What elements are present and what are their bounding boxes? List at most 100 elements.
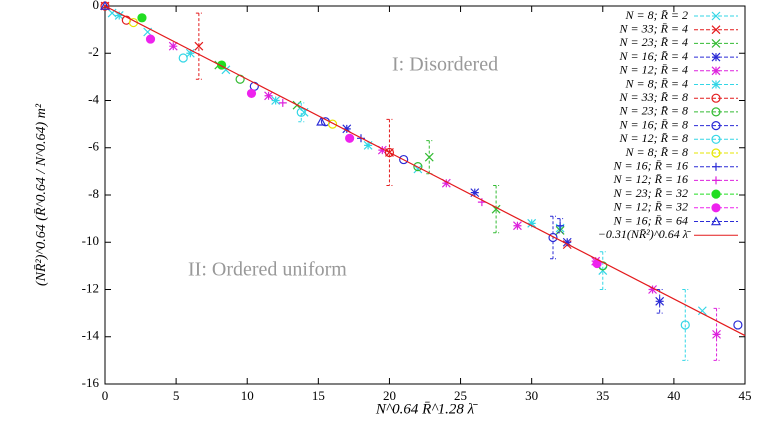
legend-label: N = 8; R̄ = 4 (624, 76, 688, 90)
data-point (296, 107, 306, 117)
legend-marker (711, 107, 721, 117)
legend-marker (711, 66, 721, 76)
legend-label: N = 33; R̄ = 8 (618, 90, 688, 104)
legend: N = 8; R̄ = 2N = 33; R̄ = 4N = 23; R̄ = … (598, 8, 738, 241)
data-point (246, 88, 257, 99)
legend-marker (711, 11, 721, 21)
annotation: I: Disordered (392, 54, 498, 76)
legend-marker (711, 189, 721, 199)
legend-label: N = 12; R̄ = 32 (612, 200, 688, 214)
legend-marker (711, 203, 721, 213)
data-point (99, 0, 111, 10)
x-tick-label: 0 (102, 388, 109, 403)
data-point (399, 154, 409, 165)
legend-marker (711, 120, 721, 131)
data-point (548, 232, 558, 243)
data-point (527, 218, 537, 228)
data-point (194, 41, 204, 51)
error-bar (386, 118, 393, 187)
legend-label: N = 16; R̄ = 4 (618, 49, 688, 63)
data-point (413, 162, 423, 172)
x-tick-label: 10 (241, 388, 254, 403)
x-tick-label: 25 (454, 388, 467, 403)
y-axis-label: (NR̄²)^0.64 (R̄^0.64 / N^0.64) m² (34, 103, 49, 286)
error-bar (599, 251, 606, 290)
x-tick-label: 5 (173, 388, 180, 403)
data-point (363, 140, 373, 150)
y-tick-label: -16 (82, 375, 100, 390)
legend-marker (710, 216, 722, 226)
x-tick-label: 45 (739, 388, 752, 403)
legend-label: N = 16; R̄ = 64 (612, 213, 688, 227)
legend-marker (711, 25, 721, 35)
data-point (137, 13, 147, 23)
legend-label: N = 23; R̄ = 8 (618, 104, 688, 118)
data-point (342, 124, 352, 134)
data-point (168, 41, 178, 51)
legend-label: N = 16; R̄ = 8 (618, 117, 688, 131)
data-point (264, 91, 273, 101)
data-point (114, 11, 124, 20)
data-point (424, 152, 434, 162)
legend-label: N = 8; R̄ = 2 (624, 8, 688, 22)
x-tick-label: 15 (312, 388, 325, 403)
y-tick-label: -8 (88, 186, 99, 201)
annotation: II: Ordered uniform (188, 259, 347, 281)
data-point (697, 306, 707, 316)
error-bar (195, 12, 202, 80)
x-tick-label: 20 (383, 388, 396, 403)
legend-label: N = 8; R̄ = 8 (624, 145, 688, 159)
legend-marker (711, 80, 721, 89)
data-point (562, 237, 572, 247)
data-point (712, 329, 721, 339)
legend-marker (711, 52, 721, 62)
legend-label: N = 12; R̄ = 8 (618, 131, 688, 145)
data-point (185, 48, 195, 58)
error-bar (682, 289, 689, 361)
fit-line (104, 5, 746, 337)
y-tick-label: -10 (82, 233, 99, 248)
error-bar (298, 102, 305, 123)
legend-marker (711, 38, 721, 48)
data-point (327, 119, 338, 129)
data-point (316, 116, 327, 126)
y-tick-label: 0 (93, 0, 100, 12)
legend-label: N = 23; R̄ = 4 (618, 35, 688, 49)
data-point (271, 96, 281, 105)
y-tick-label: -4 (88, 91, 99, 106)
y-tick-label: -14 (82, 328, 100, 343)
legend-label: N = 12; R̄ = 4 (618, 63, 688, 77)
data-point (345, 133, 355, 143)
legend-label: −0.31(NR̄²)^0.64 λ̄ (598, 227, 691, 241)
error-bar (550, 215, 556, 260)
legend-marker (711, 148, 721, 158)
data-point (278, 98, 287, 107)
data-point (655, 296, 665, 306)
data-point (598, 266, 608, 276)
legend-label: N = 33; R̄ = 4 (618, 21, 688, 35)
data-point (648, 285, 657, 294)
x-tick-label: 40 (667, 388, 680, 403)
data-point (377, 145, 387, 155)
legend-marker (712, 176, 720, 185)
data-point (733, 320, 743, 330)
error-bar (493, 185, 500, 234)
data-point (556, 221, 565, 230)
data-point (384, 147, 395, 158)
legend-marker (711, 134, 721, 144)
x-tick-label: 35 (596, 388, 609, 403)
x-axis-label: N^0.64 R̄^1.28 λ̄ (375, 401, 478, 417)
data-point (178, 53, 188, 63)
x-tick-label: 30 (525, 388, 538, 403)
legend-marker (711, 93, 721, 103)
data-point (441, 178, 451, 188)
y-tick-label: -2 (88, 44, 99, 59)
legend-label: N = 16; R̄ = 16 (612, 158, 688, 172)
data-point (470, 188, 480, 198)
legend-label: N = 12; R̄ = 16 (612, 172, 688, 186)
y-tick-label: -6 (88, 139, 99, 154)
legend-label: N = 23; R̄ = 32 (612, 186, 688, 200)
legend-marker (712, 162, 720, 171)
data-point (513, 221, 522, 231)
